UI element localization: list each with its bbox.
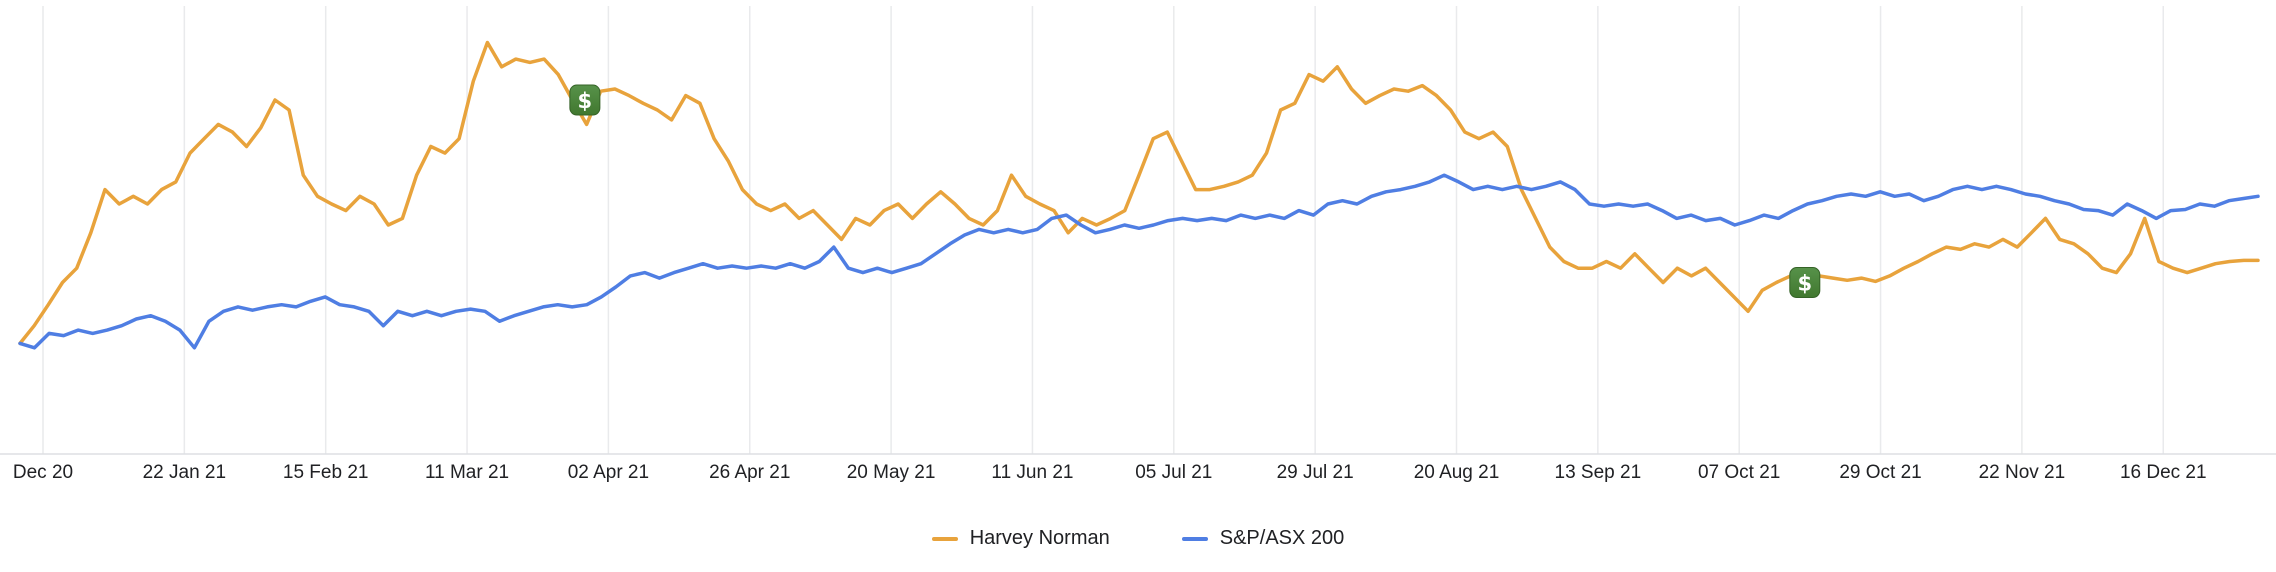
x-tick-label: 20 May 21 <box>846 462 936 483</box>
x-tick-label: 16 Dec 21 <box>2119 462 2207 483</box>
dividend-marker[interactable]: $ <box>569 84 601 116</box>
legend-label: Harvey Norman <box>969 527 1110 549</box>
legend-item-harvey-norman: Harvey Norman <box>931 527 1110 550</box>
x-tick-label: 29 Oct 21 <box>1839 462 1922 483</box>
x-tick-label: 11 Mar 21 <box>424 462 510 483</box>
series-line-s-p-asx-200[interactable] <box>18 173 2260 350</box>
plot-area[interactable]: $$ <box>0 0 2276 460</box>
x-tick-label: 11 Jun 21 <box>991 462 1074 483</box>
x-tick-label: 22 Nov 21 <box>1978 462 2066 483</box>
x-tick-label: 26 Apr 21 <box>709 462 791 483</box>
x-tick-label: 13 Sep 21 <box>1554 462 1642 483</box>
x-tick-label: 15 Feb 21 <box>282 462 369 483</box>
x-tick-label: 02 Apr 21 <box>567 462 650 483</box>
x-tick-label: 07 Oct 21 <box>1697 462 1781 483</box>
chart-legend: Harvey Norman S&P/ASX 200 <box>0 527 2276 550</box>
legend-label: S&P/ASX 200 <box>1219 527 1345 549</box>
dividend-marker-label: $ <box>1797 272 1812 296</box>
x-tick-label: 20 Aug 21 <box>1413 462 1500 483</box>
legend-item-s-p-asx-200: S&P/ASX 200 <box>1181 527 1345 550</box>
legend-swatch-icon <box>931 536 958 541</box>
series-line-harvey-norman[interactable] <box>18 40 2260 346</box>
x-tick-label: 29 Jul 21 <box>1276 462 1354 483</box>
x-tick-label: Dec 20 <box>12 462 74 483</box>
legend-swatch-icon <box>1181 536 1208 541</box>
dividend-marker[interactable]: $ <box>1789 267 1821 299</box>
x-tick-label: 22 Jan 21 <box>142 462 227 483</box>
dividend-marker-label: $ <box>578 89 593 113</box>
x-tick-label: 05 Jul 21 <box>1135 462 1213 483</box>
